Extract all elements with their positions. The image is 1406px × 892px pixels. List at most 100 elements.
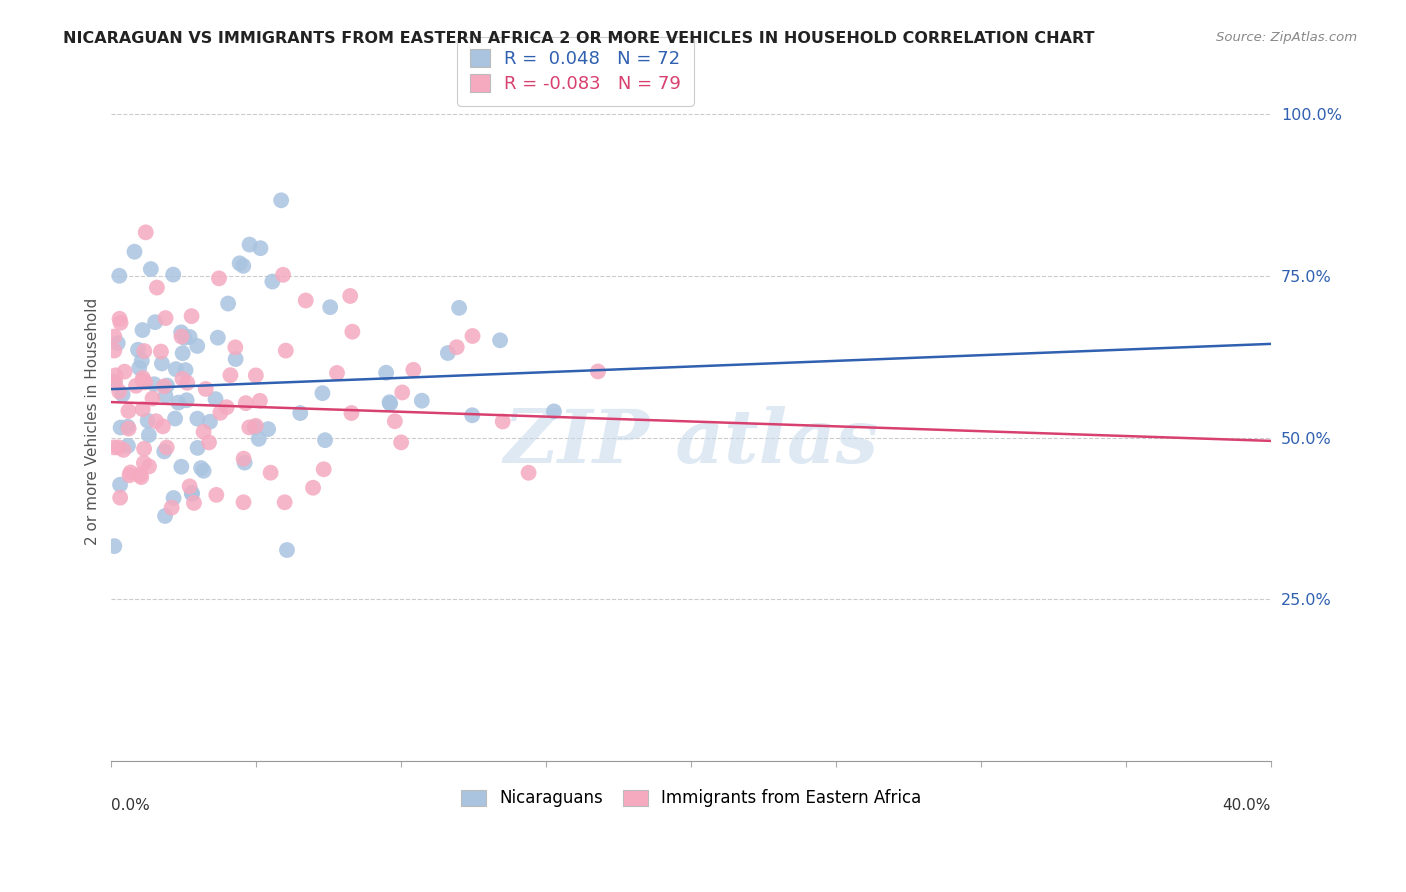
Point (138, 428, 160, 442)
Point (273, 495, 295, 509)
Text: ZIP atlas: ZIP atlas (503, 406, 879, 478)
Point (461, 409, 484, 423)
Point (110, 316, 132, 330)
Point (198, 435, 221, 450)
Point (217, 296, 239, 310)
Point (489, 334, 512, 348)
Point (302, 481, 325, 495)
Point (238, 237, 260, 252)
Point (174, 363, 197, 377)
Point (156, 441, 179, 455)
Point (138, 459, 160, 474)
Point (225, 352, 247, 367)
Point (103, 539, 125, 553)
Point (135, 225, 157, 239)
Point (294, 293, 316, 308)
Point (198, 415, 221, 429)
Point (103, 375, 125, 389)
Point (391, 385, 413, 400)
Point (311, 386, 333, 401)
Text: NICARAGUAN VS IMMIGRANTS FROM EASTERN AFRICA 2 OR MORE VEHICLES IN HOUSEHOLD COR: NICARAGUAN VS IMMIGRANTS FROM EASTERN AF… (63, 31, 1095, 46)
Point (150, 356, 173, 370)
Point (120, 466, 142, 480)
Point (274, 343, 297, 358)
Point (389, 435, 412, 450)
Point (145, 414, 167, 428)
Point (111, 387, 134, 401)
Point (117, 404, 139, 418)
Point (235, 396, 257, 410)
Point (131, 353, 153, 368)
Point (247, 432, 270, 446)
Point (170, 329, 193, 343)
Point (492, 415, 515, 429)
Point (170, 326, 193, 340)
Point (384, 414, 406, 428)
Point (232, 451, 254, 466)
Point (141, 392, 163, 406)
Point (176, 376, 198, 390)
Point (176, 393, 198, 408)
Point (180, 485, 202, 500)
Point (180, 309, 202, 323)
Point (449, 301, 471, 315)
Legend: Nicaraguans, Immigrants from Eastern Africa: Nicaraguans, Immigrants from Eastern Afr… (454, 782, 928, 814)
Point (271, 268, 294, 282)
Point (107, 441, 129, 455)
Point (170, 459, 193, 474)
Point (129, 470, 152, 484)
Point (517, 466, 540, 480)
Point (131, 323, 153, 337)
Point (262, 275, 284, 289)
Point (117, 439, 139, 453)
Point (112, 442, 135, 457)
Point (165, 362, 187, 376)
Point (446, 340, 468, 354)
Point (257, 422, 280, 436)
Point (249, 241, 271, 255)
Point (139, 262, 162, 277)
Point (186, 339, 208, 353)
Point (132, 442, 155, 456)
Point (186, 411, 208, 425)
Point (108, 491, 131, 505)
Point (249, 393, 271, 408)
Point (232, 495, 254, 509)
Point (162, 268, 184, 282)
Point (179, 479, 201, 493)
Point (110, 420, 132, 434)
Point (107, 336, 129, 351)
Point (124, 244, 146, 259)
Point (312, 462, 335, 476)
Point (129, 467, 152, 482)
Point (339, 289, 361, 303)
Point (207, 331, 229, 345)
Point (270, 194, 292, 208)
Point (104, 376, 127, 390)
Point (117, 421, 139, 435)
Point (314, 433, 336, 447)
Point (165, 411, 187, 425)
Point (172, 346, 194, 360)
Point (193, 425, 215, 439)
Point (134, 344, 156, 359)
Point (153, 444, 176, 458)
Point (162, 491, 184, 505)
Point (132, 371, 155, 385)
Point (172, 372, 194, 386)
Point (233, 456, 256, 470)
Point (149, 344, 172, 359)
Point (108, 311, 131, 326)
Y-axis label: 2 or more Vehicles in Household: 2 or more Vehicles in Household (86, 298, 100, 545)
Text: 40.0%: 40.0% (1223, 798, 1271, 814)
Point (411, 393, 433, 408)
Point (173, 331, 195, 345)
Point (108, 384, 131, 399)
Point (219, 368, 242, 383)
Point (342, 325, 364, 339)
Text: 0.0%: 0.0% (111, 798, 150, 814)
Point (375, 366, 398, 380)
Point (132, 456, 155, 470)
Point (232, 259, 254, 273)
Point (340, 406, 363, 420)
